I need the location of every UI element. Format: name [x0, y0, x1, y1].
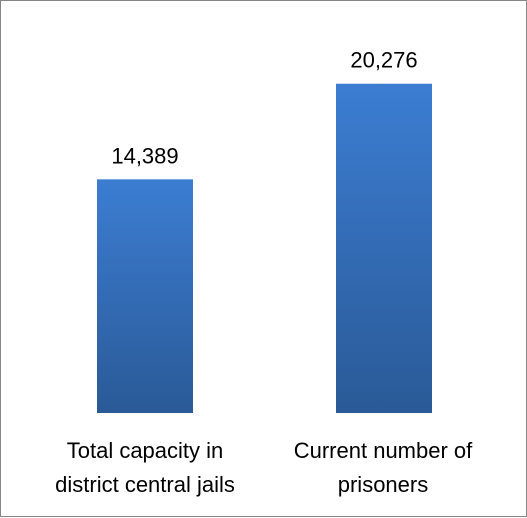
category-label-line: Total capacity in: [66, 438, 224, 463]
data-label-2: 20,276: [350, 48, 417, 73]
category-label-line: prisoners: [337, 472, 429, 497]
category-label-line: Current number of: [293, 438, 473, 463]
category-label-line: district central jails: [55, 472, 235, 497]
category-label-prisoners: Current number of prisoners: [258, 434, 508, 502]
bar-1: [97, 179, 193, 413]
data-label-1: 14,389: [111, 143, 178, 168]
bar-2: [336, 83, 432, 413]
category-label-capacity: Total capacity in district central jails: [20, 434, 270, 502]
